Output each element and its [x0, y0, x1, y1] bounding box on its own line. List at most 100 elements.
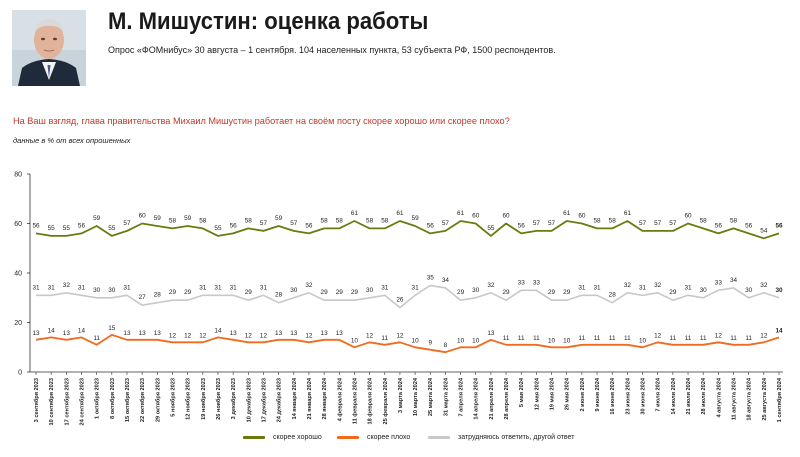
data-label-good: 58 [199, 217, 207, 224]
data-label-bad: 13 [321, 330, 329, 337]
x-tick-label: 16 июня 2024 [610, 377, 616, 415]
data-label-other: 32 [305, 282, 313, 289]
x-tick-label: 21 января 2024 [307, 377, 313, 419]
chart-legend: скорее хорошо скорее плохо затрудняюсь о… [0, 434, 800, 448]
data-label-other: 32 [760, 282, 768, 289]
data-label-other: 28 [154, 292, 162, 299]
x-tick-label: 9 июня 2024 [595, 377, 601, 411]
x-tick-label: 7 апреля 2024 [459, 377, 465, 416]
data-label-good: 55 [63, 225, 71, 232]
x-tick-label: 26 мая 2024 [565, 377, 571, 410]
data-label-good: 58 [321, 217, 329, 224]
data-label-other: 33 [533, 279, 541, 286]
x-tick-label: 30 июня 2024 [641, 377, 647, 415]
legend-label-other: затрудняюсь ответить, другой ответ [458, 434, 575, 441]
data-label-other: 26 [396, 297, 404, 304]
x-tick-label: 25 августа 2024 [762, 377, 768, 420]
data-label-bad: 12 [654, 332, 662, 339]
data-label-bad: 11 [609, 335, 616, 342]
data-label-bad: 11 [700, 335, 707, 342]
data-label-other: 30 [472, 287, 480, 294]
data-label-good: 59 [275, 215, 283, 222]
x-tick-label: 10 марта 2024 [413, 377, 419, 416]
data-label-other: 31 [123, 284, 131, 291]
data-label-other: 29 [503, 289, 511, 296]
data-label-bad: 10 [457, 337, 465, 344]
data-label-bad: 10 [563, 337, 571, 344]
x-tick-label: 14 апреля 2024 [474, 377, 480, 419]
data-label-good: 56 [78, 222, 86, 229]
data-label-other: 32 [624, 282, 632, 289]
data-label-bad: 13 [290, 330, 298, 337]
data-label-good: 61 [457, 210, 465, 217]
data-label-other: 31 [578, 284, 586, 291]
data-label-good: 58 [730, 217, 738, 224]
data-label-other: 31 [684, 284, 692, 291]
data-label-good: 56 [427, 222, 435, 229]
data-label-bad: 11 [670, 335, 677, 342]
data-label-good: 60 [578, 213, 586, 220]
data-label-bad: 13 [230, 330, 238, 337]
data-label-bad: 13 [63, 330, 71, 337]
data-note: данные в % от всех опрошенных [13, 136, 131, 145]
x-tick-label: 1 сентября 2024 [776, 377, 783, 422]
x-tick-label: 1 октября 2023 [94, 378, 101, 419]
x-tick-label: 18 августа 2024 [747, 377, 753, 420]
x-tick-label: 14 января 2024 [292, 377, 298, 419]
x-tick-label: 29 октября 2023 [154, 378, 161, 422]
data-label-other: 33 [715, 279, 723, 286]
x-tick-label: 8 октября 2023 [109, 378, 116, 419]
data-label-bad: 9 [428, 340, 432, 347]
data-label-bad: 11 [533, 335, 540, 342]
data-label-bad: 14 [775, 327, 783, 334]
y-tick-label: 40 [14, 271, 22, 278]
data-label-good: 58 [593, 217, 601, 224]
data-label-other: 29 [548, 289, 556, 296]
data-label-bad: 11 [503, 335, 510, 342]
data-label-other: 30 [745, 287, 753, 294]
data-label-bad: 12 [366, 332, 374, 339]
data-label-other: 31 [412, 284, 420, 291]
data-label-good: 58 [609, 217, 617, 224]
data-label-other: 31 [593, 284, 601, 291]
y-tick-label: 20 [14, 320, 22, 327]
x-tick-label: 24 декабря 2023 [276, 378, 283, 422]
data-label-other: 30 [108, 287, 116, 294]
x-tick-label: 24 сентября 2023 [78, 378, 85, 425]
y-tick-label: 80 [14, 172, 22, 179]
data-label-other: 29 [669, 289, 677, 296]
data-label-bad: 11 [381, 335, 388, 342]
data-label-good: 61 [351, 210, 359, 217]
data-label-good: 55 [487, 225, 495, 232]
x-tick-label: 12 мая 2024 [534, 377, 540, 410]
data-label-good: 57 [669, 220, 677, 227]
data-label-other: 29 [184, 289, 192, 296]
data-label-good: 55 [108, 225, 116, 232]
x-tick-label: 22 октября 2023 [139, 378, 146, 422]
legend-item-good: скорее хорошо [243, 434, 322, 441]
portrait-image [12, 10, 86, 86]
data-label-bad: 12 [715, 332, 723, 339]
data-label-good: 56 [305, 222, 313, 229]
data-label-other: 29 [169, 289, 177, 296]
x-tick-label: 23 июня 2024 [625, 377, 631, 415]
data-label-bad: 11 [745, 335, 752, 342]
data-label-good: 60 [684, 213, 692, 220]
x-tick-label: 28 июля 2024 [701, 377, 707, 415]
legend-item-other: затрудняюсь ответить, другой ответ [428, 434, 574, 441]
x-tick-label: 15 октября 2023 [124, 378, 131, 422]
data-label-other: 29 [336, 289, 344, 296]
x-tick-label: 5 ноября 2023 [169, 378, 176, 417]
data-label-other: 29 [321, 289, 329, 296]
legend-label-good: скорее хорошо [273, 434, 322, 441]
data-label-bad: 10 [472, 337, 480, 344]
data-label-good: 58 [366, 217, 374, 224]
data-label-good: 55 [214, 225, 222, 232]
data-label-bad: 13 [336, 330, 344, 337]
x-tick-label: 7 июля 2024 [656, 377, 662, 411]
data-label-other: 32 [63, 282, 71, 289]
data-label-good: 58 [169, 217, 177, 224]
x-tick-label: 28 января 2024 [322, 377, 328, 419]
data-label-other: 35 [427, 274, 435, 281]
page-title: М. Мишустин: оценка работы [108, 8, 429, 35]
